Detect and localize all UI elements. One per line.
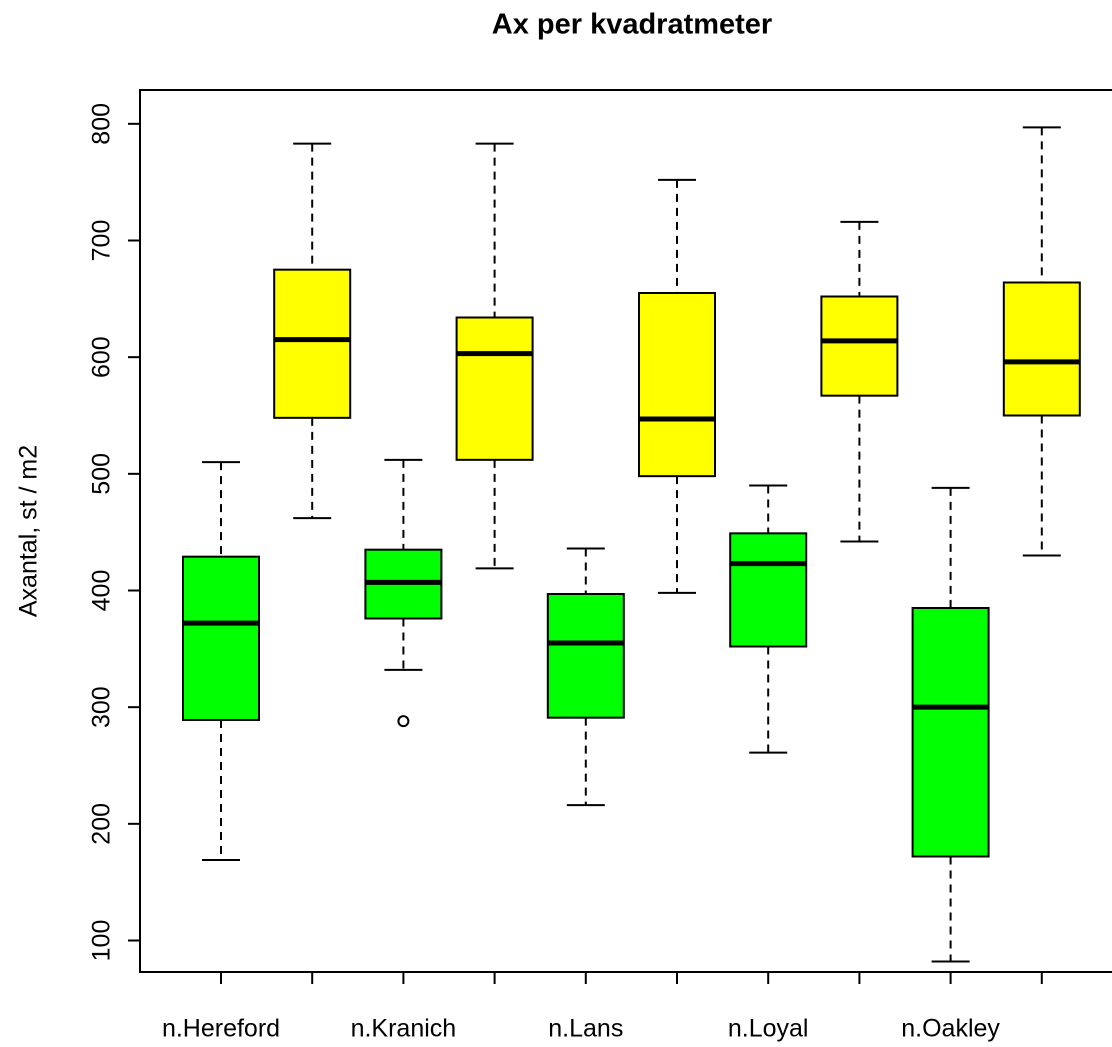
box bbox=[729, 532, 808, 648]
box bbox=[911, 607, 990, 858]
y-tick-label: 200 bbox=[88, 803, 116, 845]
box bbox=[455, 316, 534, 461]
chart-title: Ax per kvadratmeter bbox=[492, 9, 772, 41]
box bbox=[546, 593, 625, 719]
y-tick-label: 300 bbox=[88, 686, 116, 728]
plot-frame bbox=[139, 89, 1112, 973]
x-tick-label: n.Kranich bbox=[351, 1015, 457, 1043]
y-tick-label: 600 bbox=[88, 336, 116, 378]
box bbox=[182, 555, 260, 722]
y-tick-label: 400 bbox=[88, 570, 116, 612]
x-tick-label: n.Loyal bbox=[728, 1015, 809, 1043]
y-tick-label: 500 bbox=[88, 453, 116, 495]
box bbox=[273, 268, 352, 419]
x-tick-label: n.Lans bbox=[548, 1015, 623, 1043]
x-tick-label: n.Hereford bbox=[162, 1015, 280, 1043]
y-tick-label: 700 bbox=[88, 220, 116, 262]
x-tick-label: n.Oakley bbox=[901, 1015, 1000, 1043]
y-tick-label: 100 bbox=[88, 920, 116, 962]
y-axis-label: Axantal, st / m2 bbox=[15, 445, 43, 617]
box bbox=[638, 292, 716, 478]
box bbox=[820, 295, 899, 397]
box bbox=[1002, 281, 1081, 417]
y-tick-label: 800 bbox=[88, 103, 116, 145]
outlier bbox=[397, 715, 410, 728]
